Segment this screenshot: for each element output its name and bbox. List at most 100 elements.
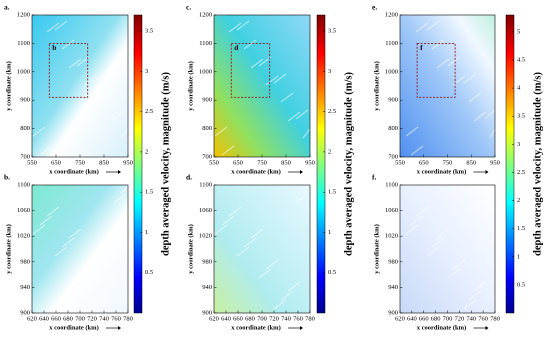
flow-streak (431, 39, 445, 50)
flow-streak (484, 109, 496, 120)
flow-streak (489, 184, 496, 195)
flow-streak (83, 75, 97, 86)
colorbar (505, 14, 515, 314)
x-tick-label: 660 (419, 315, 429, 322)
x-axis-arrowhead (300, 326, 303, 330)
zoom-box (416, 42, 456, 98)
colorbar-tick-label: 2.5 (517, 169, 525, 176)
x-tick-label: 680 (431, 315, 441, 322)
flow-streak (410, 145, 424, 156)
flow-streak (250, 228, 264, 239)
field (214, 185, 310, 313)
y-axis-label: y coordinate (km) (187, 61, 194, 110)
y-tick-label: 1020 (385, 233, 398, 240)
flow-streak (436, 228, 450, 239)
y-tick-label: 700 (388, 153, 398, 160)
flow-streak (473, 281, 487, 292)
field (400, 15, 495, 157)
y-tick-label: 900 (20, 97, 30, 104)
flow-streak (484, 193, 496, 204)
y-tick-label: 900 (202, 309, 212, 316)
flow-streak (463, 299, 477, 310)
x-tick-label: 950 (305, 159, 315, 166)
flow-streak (68, 58, 82, 69)
panel-label: d. (186, 173, 192, 182)
y-tick-label: 980 (388, 258, 398, 265)
flow-streak (61, 39, 75, 50)
colorbar-tick-label: 2 (328, 148, 331, 155)
x-tick-label: 750 (257, 159, 267, 166)
y-tick-label: 1060 (199, 207, 212, 214)
panel-label: a. (4, 3, 10, 12)
x-axis-label: x coordinate (km) (231, 324, 280, 331)
colorbar-tick-label: 1 (517, 253, 520, 260)
flow-streak (105, 281, 119, 292)
colorbar-tick-label: 2 (517, 197, 520, 204)
colorbar-tick-label: 5 (517, 28, 520, 35)
x-tick-label: 660 (51, 315, 61, 322)
x-tick-label: 750 (443, 159, 453, 166)
y-tick-label: 700 (20, 153, 30, 160)
flow-streak (415, 22, 429, 33)
y-tick-label: 1000 (385, 68, 398, 75)
x-tick-label: 740 (466, 315, 476, 322)
colorbar-tick-label: 3 (145, 68, 148, 75)
flow-streak (447, 56, 461, 67)
flow-streak (447, 268, 461, 279)
x-tick-label: 700 (75, 315, 85, 322)
flow-streak (273, 299, 287, 310)
colorbar-label: depth averaged velocity, magnitude (m/s) (343, 71, 354, 256)
x-tick-label: 680 (63, 315, 73, 322)
colorbar-tick-label: 2.5 (328, 108, 336, 115)
x-tick-label: 850 (99, 159, 109, 166)
x-tick-label: 780 (123, 315, 133, 322)
colorbar-label: depth averaged velocity, magnitude (m/s) (160, 71, 171, 256)
y-tick-label: 1020 (17, 233, 30, 240)
y-tick-label: 980 (20, 258, 30, 265)
zoom-box-label: d (234, 43, 239, 52)
colorbar-tick-label: 0.5 (145, 269, 153, 276)
colorbar-tick-label: 3 (517, 141, 520, 148)
colorbar (316, 14, 326, 314)
x-tick-label: 740 (99, 315, 109, 322)
flow-streak (61, 237, 75, 248)
flow-streak (91, 299, 105, 310)
colorbar-tick-label: 3.5 (328, 28, 336, 35)
colorbar-tick-label: 2 (145, 148, 148, 155)
x-tick-label: 550 (27, 159, 37, 166)
flow-streak (46, 206, 60, 217)
x-axis-label: x coordinate (km) (49, 168, 98, 175)
flow-streak (302, 128, 311, 139)
flow-streak (98, 92, 112, 103)
flow-streak (258, 56, 272, 67)
x-tick-label: 780 (305, 315, 315, 322)
colorbar-tick-label: 1.5 (328, 189, 336, 196)
flow-streak (76, 56, 90, 67)
flow-streak (410, 215, 424, 226)
flow-streak (243, 39, 257, 50)
flow-streak (436, 58, 450, 69)
y-axis-label: y coordinate (km) (5, 224, 12, 273)
colorbar-tick-label: 1.5 (145, 189, 153, 196)
colorbar-tick-label: 1 (328, 229, 331, 236)
flow-streak (243, 237, 257, 248)
x-tick-label: 640 (39, 315, 49, 322)
colorbar-tick-label: 3 (328, 68, 331, 75)
x-tick-label: 750 (75, 159, 85, 166)
flow-streak (463, 73, 477, 84)
flow-streak (236, 246, 250, 257)
x-tick-label: 650 (233, 159, 243, 166)
y-axis-label: y coordinate (km) (5, 61, 12, 110)
x-tick-label: 720 (269, 315, 279, 322)
panel-label: e. (372, 3, 377, 12)
y-tick-label: 1000 (199, 68, 212, 75)
y-tick-label: 1100 (17, 40, 30, 47)
y-tick-label: 900 (20, 309, 30, 316)
field (214, 15, 310, 157)
flow-streak (405, 126, 419, 137)
colorbar (133, 14, 143, 314)
colorbar-tick-label: 4 (517, 85, 521, 92)
colorbar-tick-label: 1.5 (517, 225, 525, 232)
flow-streak (39, 215, 53, 226)
